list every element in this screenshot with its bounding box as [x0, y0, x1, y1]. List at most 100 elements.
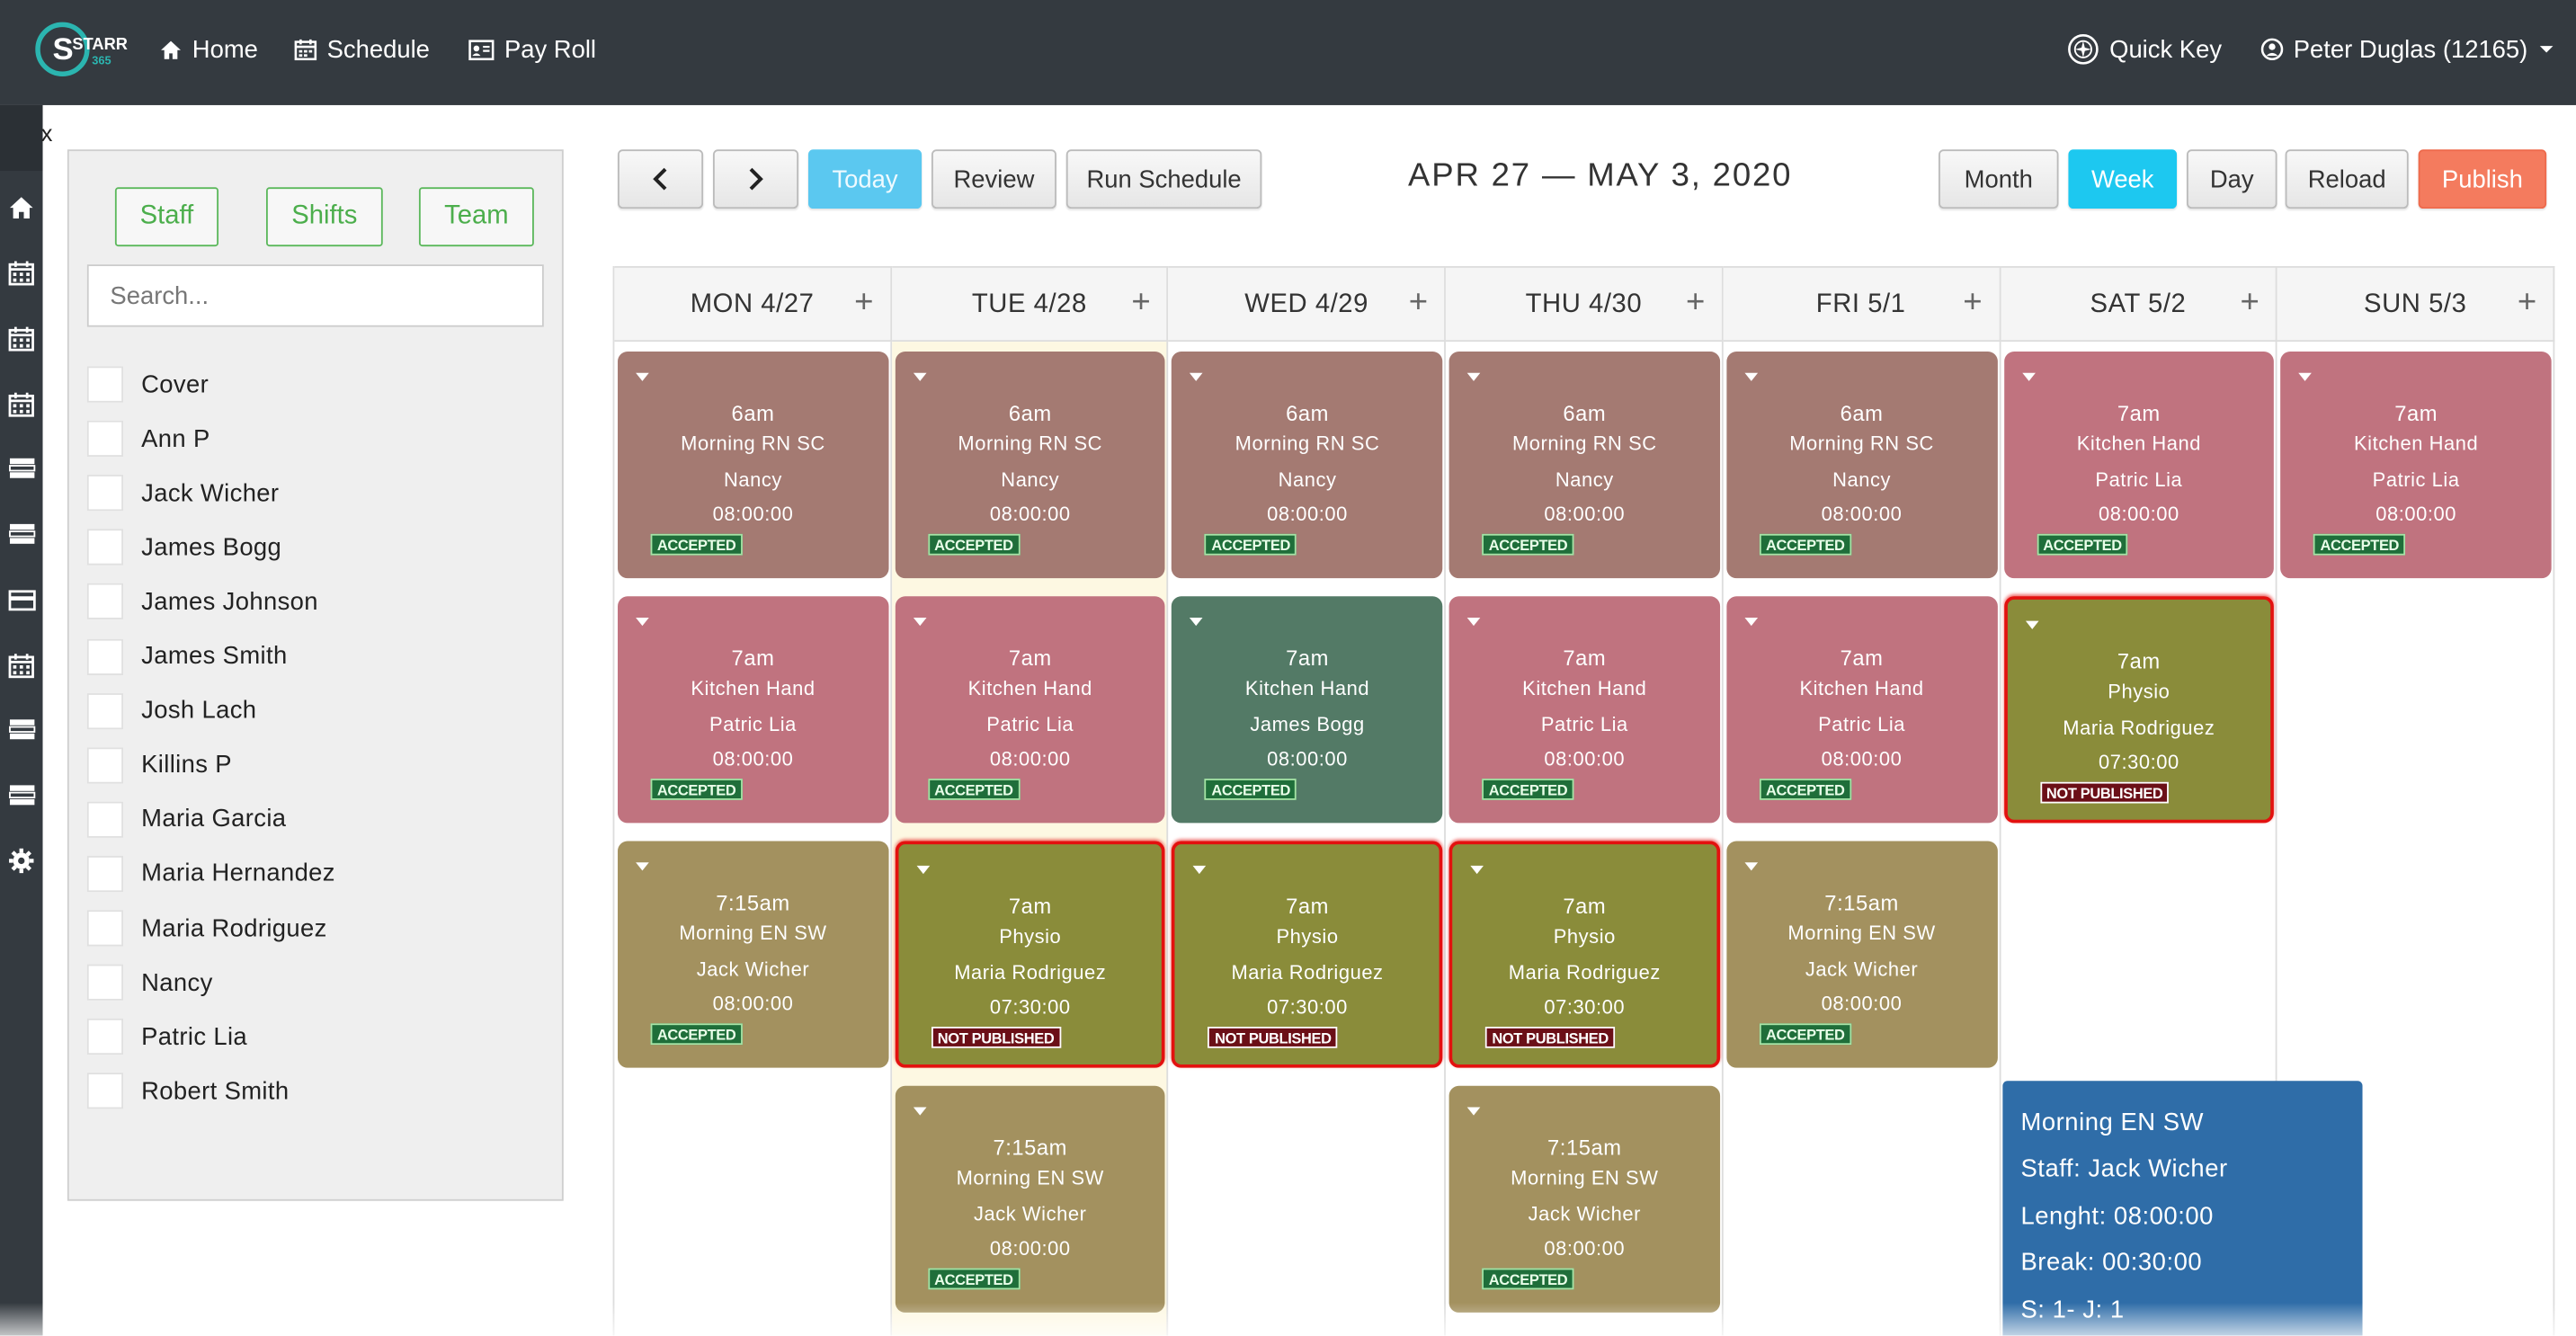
- staff-checkbox[interactable]: [86, 801, 124, 838]
- shift-card[interactable]: 7:15am Morning EN SW Jack Wicher 08:00:00 AC…: [1726, 841, 1998, 1068]
- caret-down-icon[interactable]: [2025, 620, 2038, 629]
- rail-list-4[interactable]: [4, 453, 38, 483]
- shift-card[interactable]: 7:15am Morning EN SW Jack Wicher 08:00:00 AC…: [1448, 1085, 1720, 1313]
- staff-list-item[interactable]: James Johnson: [86, 583, 318, 622]
- shift-card[interactable]: 6am Morning RN SC Nancy 08:00:00 ACCEPTED: [1172, 352, 1443, 579]
- shift-card[interactable]: 7am Kitchen Hand Patric Lia 08:00:00 ACCEPTE…: [2003, 352, 2275, 579]
- caret-down-icon[interactable]: [636, 862, 649, 871]
- caret-down-icon[interactable]: [636, 372, 649, 381]
- shift-card[interactable]: 7am Kitchen Hand Patric Lia 08:00:00 ACCEPTE…: [1448, 596, 1720, 824]
- publish-button[interactable]: Publish: [2418, 149, 2547, 209]
- caret-down-icon[interactable]: [1744, 862, 1758, 871]
- caret-down-icon[interactable]: [913, 1107, 926, 1116]
- run-schedule-button[interactable]: Run Schedule: [1065, 149, 1262, 209]
- staff-checkbox[interactable]: [86, 420, 124, 458]
- rail-card-6[interactable]: [4, 584, 38, 614]
- staff-checkbox[interactable]: [86, 855, 124, 892]
- rail-list-5[interactable]: [4, 519, 38, 548]
- caret-down-icon[interactable]: [2298, 372, 2313, 381]
- rail-calendar-3[interactable]: [4, 389, 38, 419]
- staff-checkbox[interactable]: [86, 746, 124, 784]
- tab-team[interactable]: Team: [418, 187, 534, 247]
- day-column[interactable]: [2001, 342, 2277, 1336]
- staff-checkbox[interactable]: [86, 637, 124, 675]
- app-logo[interactable]: S STARR 365: [33, 16, 129, 82]
- add-shift-button[interactable]: +: [1408, 284, 1429, 321]
- shift-card[interactable]: 7am Physio Maria Rodriguez 07:30:00 NOT PUBL…: [1172, 841, 1443, 1068]
- next-week-button[interactable]: [713, 149, 799, 209]
- day-column[interactable]: [1169, 342, 1447, 1336]
- reload-button[interactable]: Reload: [2285, 149, 2409, 209]
- staff-list-item[interactable]: Maria Hernandez: [86, 854, 335, 894]
- add-shift-button[interactable]: +: [1131, 284, 1151, 321]
- caret-down-icon[interactable]: [636, 618, 649, 627]
- quick-key-button[interactable]: Quick Key: [2067, 31, 2222, 67]
- caret-down-icon[interactable]: [1190, 618, 1204, 627]
- caret-down-icon[interactable]: [913, 618, 926, 627]
- day-column[interactable]: [2277, 342, 2555, 1336]
- add-shift-button[interactable]: +: [2517, 284, 2537, 321]
- prev-week-button[interactable]: [618, 149, 704, 209]
- staff-checkbox[interactable]: [86, 964, 124, 1001]
- day-column[interactable]: [1723, 342, 2001, 1336]
- staff-checkbox[interactable]: [86, 529, 124, 566]
- staff-list-item[interactable]: Ann P: [86, 419, 210, 459]
- day-column[interactable]: [1446, 342, 1724, 1336]
- shift-card[interactable]: 7am Kitchen Hand James Bogg 08:00:00 ACCEPTE…: [1172, 596, 1443, 824]
- caret-down-icon[interactable]: [916, 865, 930, 875]
- staff-checkbox[interactable]: [86, 910, 124, 947]
- staff-checkbox[interactable]: [86, 366, 124, 403]
- staff-list-item[interactable]: James Smith: [86, 637, 288, 676]
- shift-card[interactable]: 7am Physio Maria Rodriguez 07:30:00 NOT PUBL…: [895, 841, 1166, 1068]
- view-month-button[interactable]: Month: [1939, 149, 2059, 209]
- staff-list-item[interactable]: Josh Lach: [86, 691, 257, 731]
- caret-down-icon[interactable]: [1466, 618, 1481, 627]
- add-shift-button[interactable]: +: [1963, 284, 1983, 321]
- view-day-button[interactable]: Day: [2187, 149, 2277, 209]
- caret-down-icon[interactable]: [1466, 372, 1481, 381]
- caret-down-icon[interactable]: [1190, 372, 1204, 381]
- caret-down-icon[interactable]: [1470, 865, 1484, 875]
- staff-list-item[interactable]: Killins P: [86, 745, 232, 785]
- staff-list-item[interactable]: Cover: [86, 365, 209, 405]
- shift-card[interactable]: 7:15am Morning EN SW Jack Wicher 08:00:00 AC…: [618, 841, 888, 1068]
- staff-checkbox[interactable]: [86, 692, 124, 729]
- caret-down-icon[interactable]: [1744, 372, 1758, 381]
- shift-card[interactable]: 6am Morning RN SC Nancy 08:00:00 ACCEPTED: [1726, 352, 1998, 579]
- review-button[interactable]: Review: [931, 149, 1056, 209]
- staff-checkbox[interactable]: [86, 475, 124, 512]
- shift-card[interactable]: 7am Physio Maria Rodriguez 07:30:00 NOT PUBL…: [1448, 841, 1720, 1068]
- today-button[interactable]: Today: [807, 149, 923, 209]
- shift-card[interactable]: 7am Kitchen Hand Patric Lia 08:00:00 ACCEPTE…: [618, 596, 888, 824]
- shift-card[interactable]: 6am Morning RN SC Nancy 08:00:00 ACCEPTED: [1448, 352, 1720, 579]
- staff-list-item[interactable]: Maria Garcia: [86, 799, 287, 839]
- nav-schedule[interactable]: Schedule: [294, 31, 430, 67]
- shift-card[interactable]: 7am Kitchen Hand Patric Lia 08:00:00 ACCEPTE…: [2280, 352, 2552, 579]
- rail-home-0[interactable]: [4, 192, 38, 222]
- add-shift-button[interactable]: +: [854, 284, 874, 321]
- staff-search-input[interactable]: [86, 264, 544, 327]
- nav-home[interactable]: Home: [159, 31, 258, 67]
- close-sidebar-button[interactable]: x: [40, 120, 53, 147]
- caret-down-icon[interactable]: [2021, 372, 2036, 381]
- rail-calendar-1[interactable]: [4, 258, 38, 288]
- caret-down-icon[interactable]: [1193, 865, 1207, 875]
- shift-card[interactable]: 7am Kitchen Hand Patric Lia 08:00:00 ACCEPTE…: [895, 596, 1166, 824]
- staff-list-item[interactable]: Nancy: [86, 963, 213, 1002]
- staff-checkbox[interactable]: [86, 1019, 124, 1055]
- staff-checkbox[interactable]: [86, 1073, 124, 1109]
- add-shift-button[interactable]: +: [2240, 284, 2260, 321]
- staff-list-item[interactable]: Jack Wicher: [86, 474, 280, 513]
- staff-list-item[interactable]: Patric Lia: [86, 1017, 247, 1056]
- nav-payroll[interactable]: Pay Roll: [468, 31, 596, 67]
- user-menu[interactable]: Peter Duglas (12165): [2260, 31, 2554, 67]
- tab-staff[interactable]: Staff: [114, 187, 219, 247]
- caret-down-icon[interactable]: [913, 372, 926, 381]
- caret-down-icon[interactable]: [1744, 618, 1758, 627]
- rail-list-9[interactable]: [4, 780, 38, 810]
- rail-calendar-7[interactable]: [4, 651, 38, 681]
- shift-card[interactable]: 6am Morning RN SC Nancy 08:00:00 ACCEPTED: [618, 352, 888, 579]
- staff-list-item[interactable]: Robert Smith: [86, 1072, 290, 1111]
- day-column[interactable]: [614, 342, 892, 1336]
- add-shift-button[interactable]: +: [1685, 284, 1706, 321]
